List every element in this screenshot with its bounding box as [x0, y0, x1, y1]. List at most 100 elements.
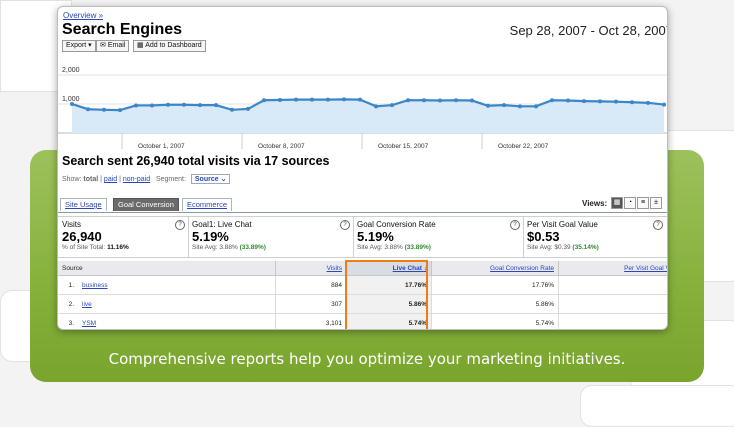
help-icon[interactable]: ? — [340, 220, 350, 230]
data-point — [534, 104, 538, 109]
metric-label: Visits — [62, 220, 81, 229]
source-link[interactable]: business — [82, 281, 108, 289]
date-range-selector[interactable]: Sep 28, 2007 - Oct 28, 2007 — [509, 23, 668, 38]
data-point — [310, 97, 314, 102]
data-point — [630, 100, 634, 105]
data-point — [342, 97, 346, 102]
table-view-icon[interactable]: ▦ — [611, 197, 623, 209]
pie-view-icon[interactable]: ◔ — [624, 197, 636, 209]
data-point — [70, 102, 74, 106]
tab-goal-conversion[interactable]: Goal Conversion — [113, 198, 179, 211]
show-paid-link[interactable]: paid — [103, 176, 118, 183]
tab-ecommerce[interactable]: Ecommerce — [182, 198, 233, 211]
segment-label: Segment: — [155, 176, 186, 183]
bar-view-icon[interactable]: ≡ — [637, 197, 649, 209]
analytics-report-panel: Overview » Search Engines Sep 28, 2007 -… — [57, 6, 668, 330]
data-point — [646, 100, 650, 105]
series-area — [72, 99, 664, 133]
table-header-row: Source Visits Live Chat ↓ Goal Conversio… — [58, 261, 667, 276]
show-total-option[interactable]: total — [83, 176, 99, 183]
data-point — [422, 98, 426, 103]
row-source: live — [78, 294, 276, 314]
row-per-visit-goal-value: $ — [558, 313, 667, 329]
metric-value: $0.53 — [527, 229, 560, 244]
background-card — [580, 385, 734, 427]
column-header-goal-conversion-rate[interactable]: Goal Conversion Rate — [431, 261, 559, 276]
data-point — [246, 106, 250, 111]
tab-divider — [58, 212, 667, 213]
metric-goal1-live-chat: Goal1: Live Chat ? 5.19% Site Avg: 3.88%… — [188, 217, 354, 257]
email-button[interactable]: ✉ Email — [96, 40, 130, 52]
data-point — [470, 98, 474, 103]
data-point — [118, 108, 122, 113]
series-line — [71, 98, 665, 112]
source-link[interactable]: live — [82, 300, 92, 308]
data-point — [102, 107, 106, 112]
row-goal-conversion-rate: 17.76% — [431, 275, 559, 295]
dashboard-icon: ▦ — [137, 42, 144, 49]
help-icon[interactable]: ? — [653, 220, 663, 230]
data-point — [566, 98, 570, 103]
email-label: Email — [107, 42, 126, 49]
compare-view-icon[interactable]: ± — [650, 197, 662, 209]
metric-label: Goal1: Live Chat — [192, 220, 252, 229]
table-row: 1. business 884 17.76% 17.76% $ — [58, 275, 667, 295]
views-label: Views: — [582, 199, 608, 208]
tab-site-usage[interactable]: Site Usage — [60, 198, 107, 211]
data-point — [294, 97, 298, 102]
row-live-chat: 17.76% — [346, 275, 432, 295]
row-visits: 307 — [275, 294, 347, 314]
column-header-live-chat[interactable]: Live Chat ↓ — [346, 261, 432, 276]
data-point — [326, 97, 330, 102]
column-header-per-visit-goal-value[interactable]: Per Visit Goal Va — [558, 261, 667, 276]
metric-value: 5.19% — [192, 229, 229, 244]
show-label: Show: — [62, 176, 82, 183]
metric-value: 5.19% — [357, 229, 394, 244]
help-icon[interactable]: ? — [510, 220, 520, 230]
column-header-source[interactable]: Source — [58, 261, 276, 276]
x-tick-label: October 22, 2007 — [498, 143, 549, 150]
data-point — [134, 103, 138, 108]
data-point — [262, 98, 266, 103]
row-number: 1. — [58, 275, 78, 295]
row-number: 3. — [58, 313, 78, 329]
data-point — [598, 99, 602, 104]
row-goal-conversion-rate: 5.86% — [431, 294, 559, 314]
data-point — [502, 103, 506, 108]
source-link[interactable]: YSM — [82, 319, 97, 327]
promo-caption: Comprehensive reports help you optimize … — [108, 350, 626, 368]
metric-label: Goal Conversion Rate — [357, 220, 436, 229]
segment-dropdown[interactable]: Source ⌄ — [190, 174, 231, 184]
row-number: 2. — [58, 294, 78, 314]
row-goal-conversion-rate: 5.74% — [431, 313, 559, 329]
breadcrumb-overview-link[interactable]: Overview » — [63, 11, 104, 20]
add-to-dashboard-button[interactable]: ▦ Add to Dashboard — [133, 40, 206, 52]
metric-value: 26,940 — [62, 229, 102, 244]
data-point — [582, 99, 586, 104]
column-header-visits[interactable]: Visits — [275, 261, 347, 276]
help-icon[interactable]: ? — [175, 220, 185, 230]
page-title: Search Engines — [62, 21, 183, 38]
data-point — [182, 102, 186, 107]
envelope-icon: ✉ — [100, 42, 106, 49]
show-nonpaid-link[interactable]: non-paid — [122, 176, 151, 183]
data-point — [198, 103, 202, 108]
row-per-visit-goal-value: $ — [558, 294, 667, 314]
visits-line-chart: 2,000 1,000 October 1, 2007 October 8, 2007… — [58, 67, 667, 150]
data-point — [214, 103, 218, 108]
data-point — [454, 98, 458, 103]
data-point — [438, 98, 442, 103]
y-tick-label: 2,000 — [62, 67, 80, 74]
metric-label: Per Visit Goal Value — [527, 220, 598, 229]
filter-row: Show: total | paid | non-paid Segment: S… — [62, 174, 231, 184]
data-point — [406, 98, 410, 103]
row-visits: 3,101 — [275, 313, 347, 329]
data-point — [486, 103, 490, 108]
data-point — [230, 107, 234, 112]
data-point — [518, 104, 522, 109]
data-point — [614, 99, 618, 104]
data-point — [662, 102, 666, 107]
row-per-visit-goal-value: $ — [558, 275, 667, 295]
export-button[interactable]: Export ▾ — [62, 40, 96, 52]
data-point — [86, 107, 90, 112]
